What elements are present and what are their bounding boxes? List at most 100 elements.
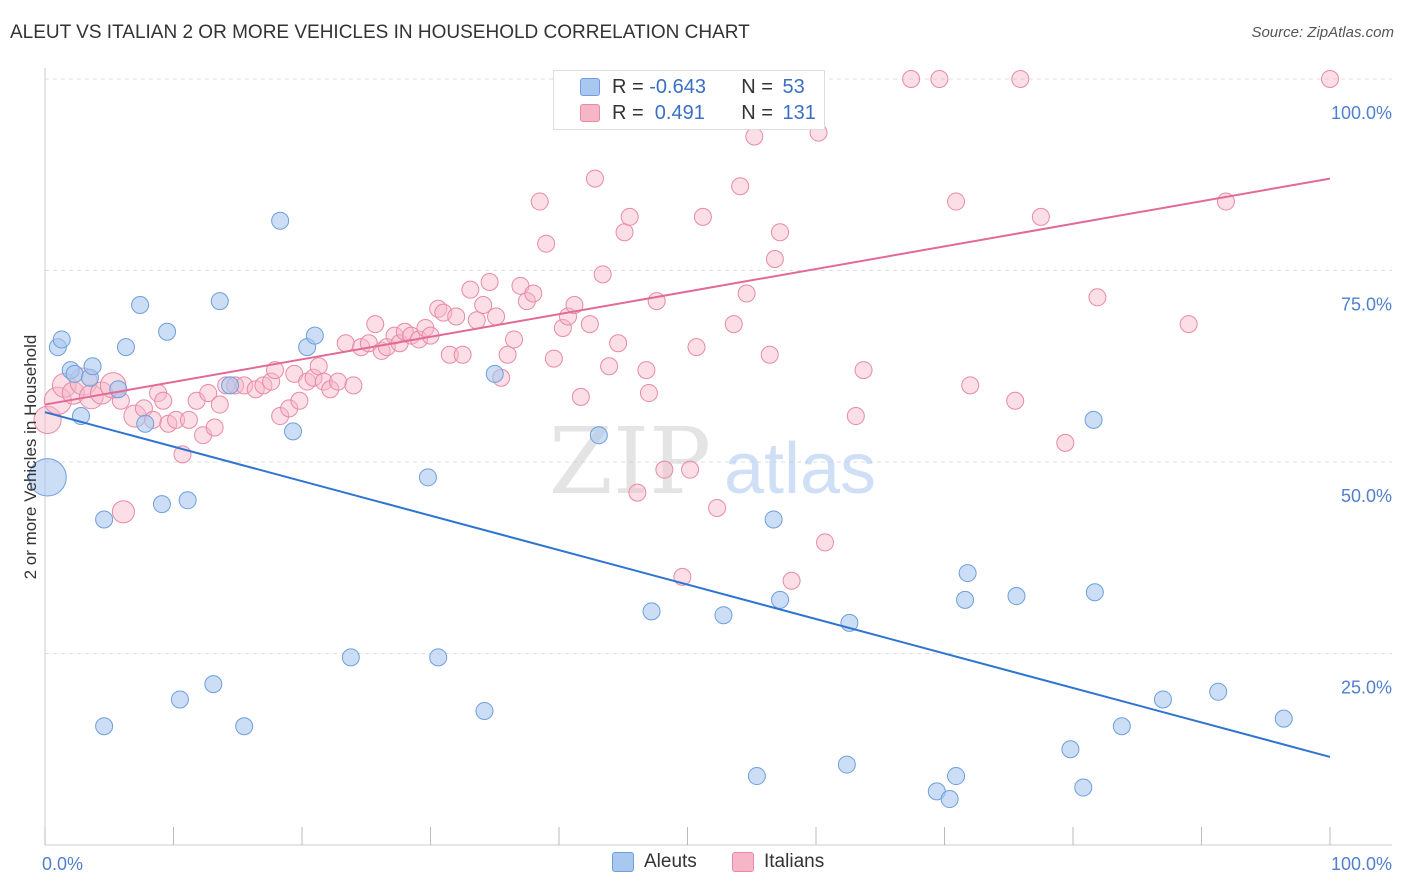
- italian-point: [321, 380, 340, 399]
- aleut-point: [1112, 717, 1131, 736]
- italian-point: [902, 70, 921, 88]
- aleut-r-label: R =: [612, 75, 650, 98]
- italian-point: [1011, 70, 1030, 88]
- grid-lines: [45, 78, 1392, 654]
- aleut-point: [170, 690, 189, 709]
- italian-point: [687, 338, 706, 357]
- italian-point: [737, 284, 756, 303]
- italian-point: [366, 315, 385, 334]
- italian-point: [760, 345, 779, 364]
- italian-point: [280, 399, 299, 418]
- italian-point: [655, 460, 674, 479]
- y-tick-label: 75.0%: [1341, 295, 1392, 315]
- aleut-point: [714, 606, 733, 625]
- italian-point: [615, 223, 634, 242]
- aleut-point: [771, 590, 790, 609]
- aleut-point: [65, 364, 84, 383]
- italian-point: [553, 318, 572, 337]
- x-tick-label-max: 100.0%: [1331, 854, 1392, 874]
- italian-point: [637, 361, 656, 380]
- aleut-point: [1061, 740, 1080, 759]
- bottom-legend-aleuts: Aleuts: [612, 851, 697, 873]
- italian-point: [505, 330, 524, 349]
- watermark-atlas: atlas: [724, 429, 876, 509]
- italian-point: [309, 357, 328, 376]
- stats-legend: R = -0.643 N = 53 R = 0.491 N = 131: [553, 70, 825, 130]
- bottom-aleut-label: Aleuts: [644, 851, 697, 872]
- chart-title: ALEUT VS ITALIAN 2 OR MORE VEHICLES IN H…: [10, 22, 750, 43]
- aleut-point: [764, 510, 783, 529]
- aleut-point: [1153, 690, 1172, 709]
- x-tick-label-min: 0.0%: [42, 854, 83, 874]
- aleut-point: [95, 510, 114, 529]
- italian-point: [815, 533, 834, 552]
- aleut-point: [204, 675, 223, 694]
- italian-trend-line: [44, 177, 1331, 406]
- italian-point: [693, 207, 712, 226]
- italian-point: [600, 357, 619, 376]
- aleut-point: [589, 426, 608, 445]
- aleut-point: [1209, 682, 1228, 701]
- aleut-point: [418, 468, 437, 487]
- aleut-point: [178, 491, 197, 510]
- italian-point: [111, 500, 135, 524]
- aleut-point: [116, 338, 135, 357]
- italian-point: [585, 169, 604, 188]
- aleut-swatch: [580, 78, 600, 96]
- italian-swatch: [580, 104, 600, 122]
- italian-point: [205, 418, 224, 437]
- italian-point: [1031, 207, 1050, 226]
- italian-point: [947, 192, 966, 211]
- italian-point: [639, 384, 658, 403]
- aleut-point: [1007, 587, 1026, 606]
- aleut-point: [1274, 709, 1293, 728]
- italian-point: [628, 483, 647, 502]
- italian-point: [461, 280, 480, 299]
- aleut-point: [221, 376, 240, 395]
- italian-point: [1056, 433, 1075, 452]
- italian-point: [304, 368, 323, 387]
- italian-point: [440, 345, 459, 364]
- aleut-point: [475, 701, 494, 720]
- italian-point: [453, 345, 472, 364]
- italian-point: [498, 345, 517, 364]
- aleut-point: [956, 590, 975, 609]
- aleut-point: [152, 495, 171, 514]
- aleut-point: [131, 295, 150, 314]
- y-axis-label: 2 or more Vehicles in Household: [21, 335, 40, 580]
- aleut-point: [158, 322, 177, 341]
- italian-point: [724, 315, 743, 334]
- aleut-point: [747, 767, 766, 786]
- aleut-point: [947, 767, 966, 786]
- italian-point: [620, 207, 639, 226]
- italian-point: [199, 384, 218, 403]
- aleut-n-value: 53: [782, 75, 805, 98]
- italian-point: [1179, 315, 1198, 334]
- italian-point: [854, 361, 873, 380]
- trend-lines: [44, 177, 1331, 758]
- y-tick-label: 50.0%: [1341, 486, 1392, 506]
- aleut-point: [341, 648, 360, 667]
- legend-row-aleut: R = -0.643 N = 53: [580, 75, 805, 99]
- watermark: ZIP atlas: [549, 408, 876, 515]
- chart-source: Source: ZipAtlas.com: [1251, 24, 1394, 41]
- italian-point: [745, 127, 764, 146]
- italian-point: [524, 284, 543, 303]
- aleut-point: [271, 211, 290, 230]
- aleut-point: [305, 326, 324, 345]
- italian-point: [530, 192, 549, 211]
- italian-point: [537, 234, 556, 253]
- aleut-point: [837, 755, 856, 774]
- italian-point: [782, 571, 801, 590]
- italian-point: [487, 307, 506, 326]
- italian-point: [314, 372, 333, 391]
- aleut-point: [1085, 583, 1104, 602]
- italian-point: [336, 334, 355, 353]
- italian-point: [765, 250, 784, 269]
- italian-point: [1321, 70, 1339, 88]
- aleut-point: [52, 330, 71, 349]
- italian-point: [467, 311, 486, 330]
- bottom-italian-swatch: [732, 852, 754, 872]
- italian-point: [167, 410, 186, 429]
- italian-point: [474, 295, 493, 314]
